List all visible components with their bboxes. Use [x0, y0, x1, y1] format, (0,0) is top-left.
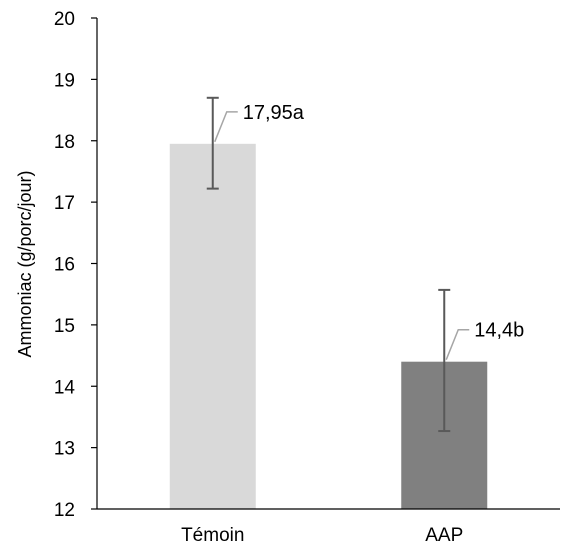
y-tick-label: 19 — [54, 70, 75, 91]
data-labels: 17,95a 14,4b — [214, 102, 524, 360]
bars — [169, 143, 488, 509]
y-axis-title: Ammoniac (g/porc/jour) — [15, 170, 35, 357]
y-tick-label: 20 — [54, 9, 75, 30]
error-bars — [206, 96, 451, 433]
y-tick-label: 17 — [54, 193, 75, 214]
x-tick-label: Témoin — [181, 525, 244, 546]
error-bar-2 — [438, 288, 451, 433]
bar-1 — [169, 143, 256, 509]
y-tick-label: 16 — [54, 255, 75, 276]
leader-line — [445, 328, 470, 360]
y-tick-label: 13 — [54, 439, 75, 460]
data-label-text: 14,4b — [474, 320, 524, 342]
y-tick-label: 18 — [54, 132, 75, 153]
y-tick-label: 12 — [54, 500, 75, 521]
x-tick-labels: Témoin AAP — [181, 525, 463, 546]
x-tick-label: AAP — [425, 525, 463, 546]
leader-line — [214, 111, 238, 143]
y-tick-label: 15 — [54, 316, 75, 337]
error-bar-1 — [206, 96, 219, 190]
y-tick-label: 14 — [54, 377, 76, 398]
data-label-2: 14,4b — [445, 320, 524, 360]
y-tick-labels: 12 13 14 15 16 17 18 19 20 — [54, 9, 97, 521]
data-label-1: 17,95a — [214, 102, 305, 143]
data-label-text: 17,95a — [243, 102, 305, 124]
